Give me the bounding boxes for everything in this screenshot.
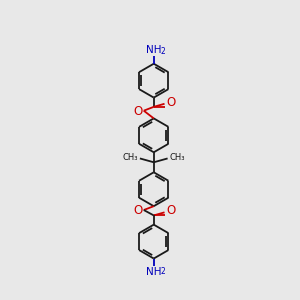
Text: 2: 2 xyxy=(161,267,165,276)
Text: NH: NH xyxy=(146,45,161,55)
Text: CH₃: CH₃ xyxy=(170,153,185,162)
Text: O: O xyxy=(134,105,143,118)
Text: NH: NH xyxy=(146,267,161,277)
Text: O: O xyxy=(134,204,143,217)
Text: CH₃: CH₃ xyxy=(122,153,138,162)
Text: O: O xyxy=(167,96,176,109)
Text: 2: 2 xyxy=(161,46,165,56)
Text: O: O xyxy=(167,204,176,217)
